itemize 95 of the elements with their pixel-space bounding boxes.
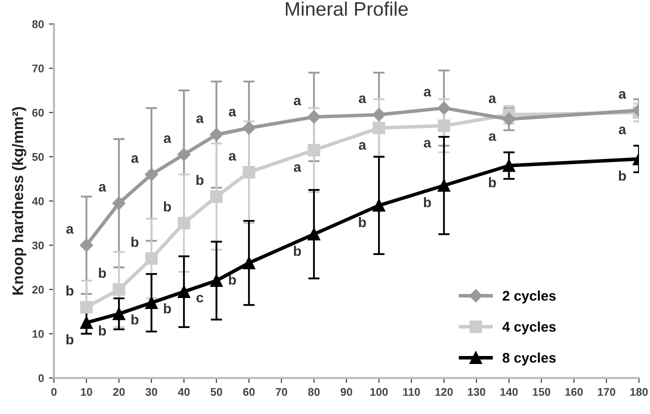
y-tick-label: 30 bbox=[32, 242, 44, 250]
chart-title: Mineral Profile bbox=[286, 2, 408, 16]
annotation: a bbox=[294, 98, 302, 106]
annotation: b bbox=[131, 236, 138, 247]
y-tick-label: 40 bbox=[32, 197, 44, 206]
point bbox=[372, 122, 386, 134]
annotation: a bbox=[98, 184, 106, 192]
point bbox=[112, 196, 126, 210]
y-tick-label: 70 bbox=[32, 64, 44, 72]
point bbox=[307, 110, 321, 124]
annotation: a bbox=[228, 153, 236, 161]
x-tick-label: 150 bbox=[532, 388, 550, 396]
point bbox=[242, 121, 256, 135]
annotation: a bbox=[424, 140, 432, 148]
annotation: b bbox=[164, 303, 171, 314]
annotation: a bbox=[618, 126, 626, 134]
x-tick-label: 130 bbox=[468, 388, 486, 396]
point bbox=[372, 199, 386, 212]
point bbox=[308, 144, 320, 156]
annotation: b bbox=[488, 177, 496, 188]
x-tick-label: 70 bbox=[276, 388, 288, 396]
y-tick-label: 80 bbox=[32, 20, 44, 28]
y-tick-label: 60 bbox=[32, 108, 44, 117]
annotation: b bbox=[66, 285, 74, 296]
point bbox=[144, 168, 158, 182]
x-tick-label: 50 bbox=[210, 388, 222, 396]
annotation: b bbox=[98, 268, 106, 278]
annotation: a bbox=[131, 155, 139, 163]
annotation: b bbox=[164, 201, 171, 212]
x-tick-label: 10 bbox=[80, 388, 92, 396]
point bbox=[502, 112, 516, 126]
point bbox=[177, 148, 191, 162]
annotation: b bbox=[131, 314, 138, 325]
annotation: a bbox=[294, 164, 302, 172]
point bbox=[210, 128, 224, 142]
point bbox=[80, 316, 93, 329]
legend-label: 2 cycles bbox=[502, 290, 556, 304]
annotation: a bbox=[618, 91, 626, 99]
point bbox=[178, 216, 190, 230]
point bbox=[210, 274, 223, 287]
annotation: a bbox=[66, 226, 74, 234]
point bbox=[145, 296, 158, 310]
x-tick-label: 170 bbox=[598, 388, 616, 396]
point bbox=[438, 179, 450, 192]
annotation: c bbox=[196, 294, 204, 302]
annotation: b bbox=[196, 174, 204, 186]
annotation: b bbox=[358, 217, 366, 228]
x-tick-label: 90 bbox=[340, 388, 352, 396]
point bbox=[242, 256, 256, 270]
y-tick-label: 0 bbox=[38, 374, 44, 382]
annotation: b bbox=[228, 274, 236, 285]
annotation: b bbox=[66, 334, 74, 344]
x-tick-label: 40 bbox=[178, 388, 190, 396]
point bbox=[112, 283, 126, 296]
point bbox=[438, 120, 450, 132]
annotation: a bbox=[358, 142, 366, 150]
annotation: b bbox=[294, 246, 301, 256]
x-tick-label: 160 bbox=[565, 388, 583, 396]
point bbox=[372, 108, 386, 122]
annotation: a bbox=[228, 108, 236, 116]
point bbox=[242, 166, 256, 178]
annotation: a bbox=[488, 133, 496, 141]
point bbox=[437, 101, 451, 115]
legend-label: 4 cycles bbox=[502, 322, 556, 334]
point bbox=[112, 308, 126, 320]
x-tick-label: 20 bbox=[113, 388, 125, 396]
x-tick-label: 80 bbox=[308, 388, 320, 396]
annotation: a bbox=[196, 115, 204, 124]
point bbox=[308, 228, 320, 240]
annotation: b bbox=[618, 170, 626, 181]
annotation: a bbox=[358, 96, 366, 104]
point bbox=[80, 238, 94, 252]
y-tick-label: 20 bbox=[32, 286, 44, 294]
x-tick-label: 120 bbox=[435, 388, 453, 396]
x-tick-label: 180 bbox=[630, 388, 648, 396]
legend-label: 8 cycles bbox=[502, 352, 556, 366]
point bbox=[80, 300, 93, 314]
x-tick-label: 100 bbox=[370, 388, 388, 396]
y-tick-label: 50 bbox=[32, 153, 44, 161]
point bbox=[502, 159, 516, 172]
x-tick-label: 110 bbox=[403, 388, 420, 396]
y-tick-label: 10 bbox=[32, 330, 44, 338]
x-tick-label: 140 bbox=[500, 388, 518, 396]
annotation: b bbox=[424, 197, 431, 208]
x-tick-label: 0 bbox=[51, 388, 57, 396]
annotation: b bbox=[98, 325, 106, 336]
annotation: a bbox=[164, 135, 172, 143]
y-axis-title: Knoop hardness (kg/mm²) bbox=[12, 107, 26, 295]
point bbox=[145, 252, 158, 265]
point bbox=[210, 190, 223, 203]
x-tick-label: 30 bbox=[146, 388, 158, 396]
annotation: a bbox=[488, 96, 496, 104]
annotation: a bbox=[424, 88, 432, 97]
x-tick-label: 60 bbox=[243, 388, 255, 396]
point bbox=[178, 285, 190, 298]
